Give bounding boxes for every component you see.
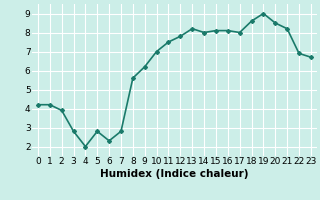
- X-axis label: Humidex (Indice chaleur): Humidex (Indice chaleur): [100, 169, 249, 179]
